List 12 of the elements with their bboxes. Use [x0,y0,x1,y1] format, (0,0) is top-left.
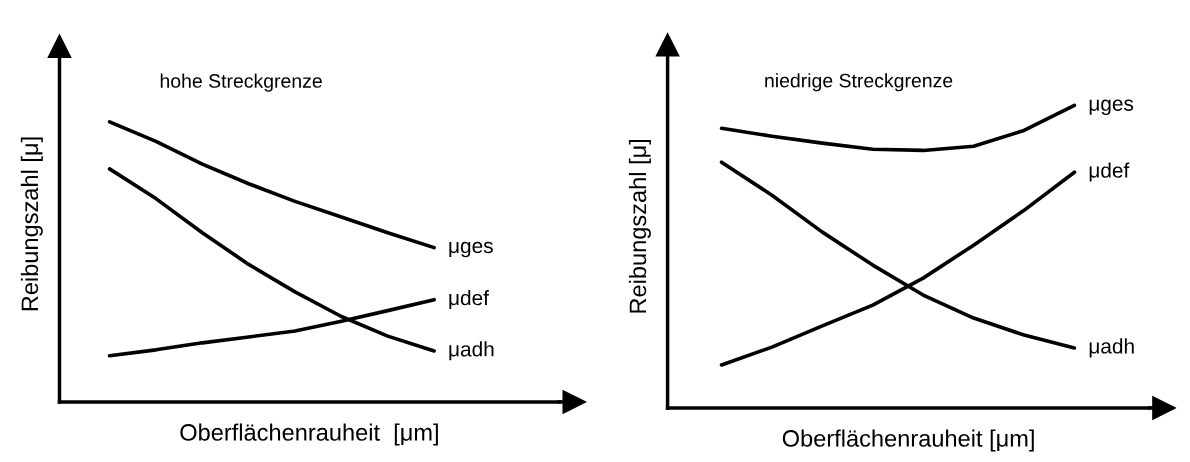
y-axis-title: Reibungszahl [μ] [20,137,43,311]
chart-title: hohe Streckgrenze [160,73,322,92]
series-label: μdef [449,289,489,310]
x-axis-title: Oberflächenrauheit [μm] [782,429,1034,452]
series-label: μges [1089,99,1134,116]
series-label: μadh [449,341,494,361]
x-axis-title: Oberflächenrauheit [μm] [180,423,438,446]
y-axis-title: Reibungszahl [μ] [628,139,651,313]
series-label: μdef [1089,162,1130,182]
chart-title: niedrige Streckgrenze [765,73,953,92]
series-label: μges [449,241,493,258]
series-label: μadh [1089,338,1134,358]
